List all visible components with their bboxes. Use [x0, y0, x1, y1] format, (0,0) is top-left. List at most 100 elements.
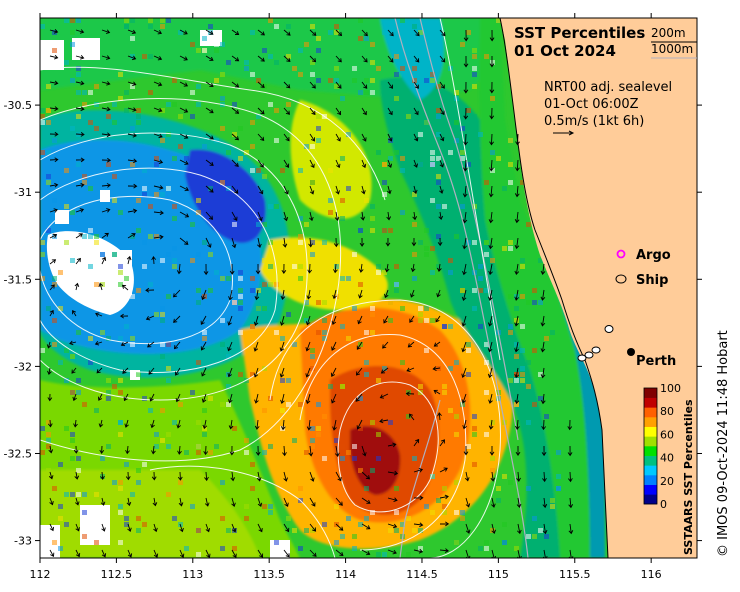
texture-pixel [382, 30, 387, 35]
current-arrow [491, 497, 496, 508]
texture-pixel [310, 354, 315, 359]
colorbar-tick-label: 20 [660, 475, 674, 488]
current-arrow [279, 315, 285, 326]
texture-pixel [196, 360, 201, 365]
perth-label: Perth [636, 354, 676, 369]
texture-pixel [436, 234, 441, 239]
texture-pixel [106, 114, 111, 119]
current-arrow [387, 523, 398, 529]
current-arrow [75, 80, 85, 86]
texture-pixel [220, 72, 225, 77]
current-arrow [463, 29, 469, 42]
current-arrow [49, 309, 54, 317]
texture-pixel [532, 288, 537, 293]
texture-pixel [346, 450, 351, 455]
current-arrow [488, 211, 494, 224]
current-arrow [49, 106, 59, 111]
texture-pixel [364, 372, 369, 377]
current-arrow [49, 549, 55, 558]
texture-pixel [472, 426, 477, 431]
texture-pixel [262, 84, 267, 89]
current-arrow [153, 29, 163, 35]
texture-pixel [322, 336, 327, 341]
texture-pixel [76, 90, 81, 95]
texture-pixel [412, 222, 417, 227]
current-arrow [461, 393, 467, 404]
texture-pixel [460, 402, 465, 407]
current-arrow [179, 159, 189, 165]
texture-pixel [364, 198, 369, 203]
texture-pixel [394, 288, 399, 293]
current-arrow [126, 497, 132, 507]
current-arrow [489, 159, 494, 172]
texture-pixel [70, 210, 75, 215]
texture-pixel [484, 240, 489, 245]
texture-pixel [250, 462, 255, 467]
texture-pixel [220, 342, 225, 347]
colorbar-segment [644, 388, 657, 398]
texture-pixel [394, 264, 399, 269]
current-arrow [387, 549, 397, 555]
texture-pixel [244, 60, 249, 65]
texture-pixel [460, 126, 465, 131]
current-arrow [540, 341, 546, 353]
texture-pixel [424, 402, 429, 407]
texture-pixel [172, 78, 177, 83]
current-arrow [257, 81, 265, 88]
current-arrow [541, 445, 547, 457]
texture-pixel [430, 162, 435, 167]
texture-pixel [154, 156, 159, 161]
texture-pixel [118, 486, 123, 491]
texture-pixel [256, 114, 261, 119]
current-arrow [205, 237, 212, 248]
texture-pixel [430, 150, 435, 155]
texture-pixel [472, 84, 477, 89]
texture-pixel [238, 294, 243, 299]
current-arrow [47, 367, 52, 376]
texture-pixel [292, 342, 297, 347]
current-arrow [201, 367, 207, 377]
texture-pixel [454, 234, 459, 239]
current-arrow [254, 393, 259, 404]
current-arrow [75, 208, 85, 213]
texture-pixel [70, 390, 75, 395]
current-arrow [49, 157, 59, 163]
texture-pixel [478, 264, 483, 269]
texture-pixel [394, 528, 399, 533]
texture-pixel [40, 276, 45, 281]
texture-pixel [268, 282, 273, 287]
current-arrow [279, 367, 285, 378]
texture-pixel [322, 522, 327, 527]
texture-pixel [196, 102, 201, 107]
texture-pixel [220, 402, 225, 407]
texture-pixel [502, 474, 507, 479]
texture-pixel [460, 156, 465, 161]
texture-pixel [292, 528, 297, 533]
texture-pixel [286, 102, 291, 107]
texture-pixel [196, 288, 201, 293]
current-arrow [355, 393, 363, 402]
texture-pixel [454, 360, 459, 365]
current-arrow [464, 471, 470, 482]
current-arrow [309, 549, 317, 557]
texture-pixel [478, 288, 483, 293]
current-arrow [542, 523, 548, 535]
texture-pixel [106, 396, 111, 401]
texture-pixel [520, 180, 525, 185]
current-arrow [406, 367, 415, 373]
texture-pixel [460, 150, 465, 155]
current-arrow [413, 159, 418, 168]
current-arrow [359, 237, 365, 247]
current-arrow [124, 419, 129, 428]
texture-pixel [352, 306, 357, 311]
current-arrow [568, 523, 574, 535]
texture-pixel [136, 120, 141, 125]
current-arrow [567, 419, 573, 431]
current-arrow [231, 107, 240, 114]
current-arrow [540, 315, 546, 327]
texture-pixel [370, 204, 375, 209]
texture-pixel [58, 516, 63, 521]
texture-pixel [226, 528, 231, 533]
texture-pixel [316, 114, 321, 119]
current-arrow [255, 445, 261, 456]
